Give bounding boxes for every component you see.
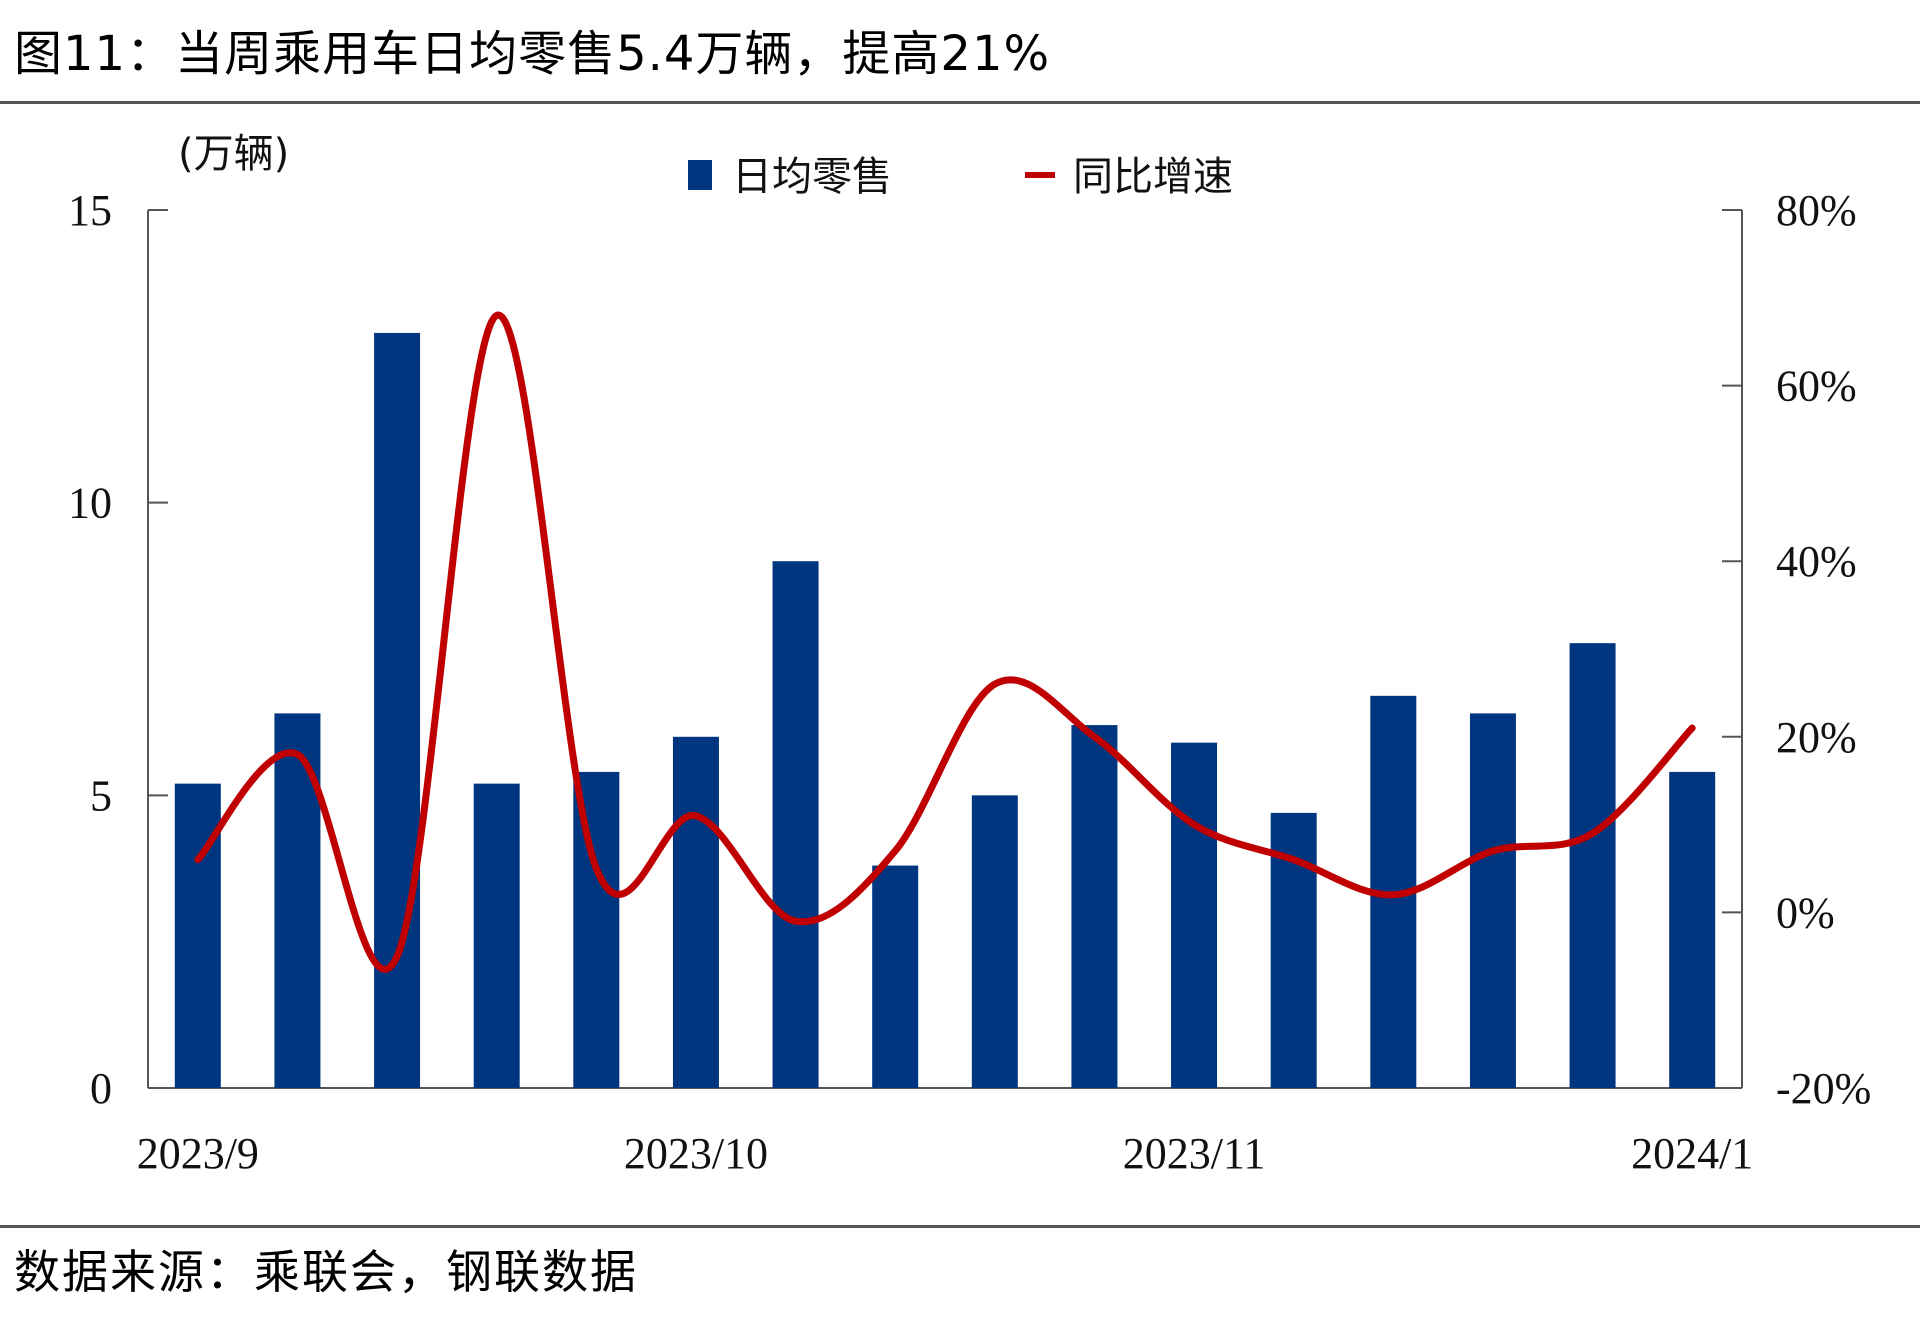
x-tick-label: 2023/9: [137, 1129, 259, 1178]
right-tick-label: 60%: [1776, 362, 1857, 411]
left-tick-label: 0: [90, 1064, 112, 1113]
bar-daily-retail: [772, 561, 819, 1088]
bar-daily-retail: [971, 795, 1018, 1088]
bar-series-daily-retail: [174, 332, 1716, 1088]
legend-label-line: 同比增速: [1073, 154, 1233, 200]
combo-chart: 0 5 10 15 -20% 0% 20% 40% 60% 80% 2023/9 2023/10 202…: [68, 131, 1871, 1178]
title-divider: [0, 101, 1920, 104]
x-tick-label: 2024/1: [1631, 1129, 1753, 1178]
left-tick-label: 10: [68, 479, 112, 528]
bar-daily-retail: [1569, 643, 1616, 1088]
left-axis-unit: (万辆): [178, 131, 289, 177]
legend-label-bar: 日均零售: [732, 154, 892, 200]
legend-swatch-bar: [688, 160, 712, 190]
right-tick-label: 0%: [1776, 888, 1835, 937]
legend: 日均零售 同比增速: [688, 154, 1233, 200]
figure-title: 图11：当周乘用车日均零售5.4万辆，提高21%: [14, 26, 1051, 82]
bar-daily-retail: [1469, 713, 1516, 1088]
x-tick-label: 2023/10: [624, 1129, 768, 1178]
source-divider: [0, 1225, 1920, 1228]
tick-labels: 0 5 10 15 -20% 0% 20% 40% 60% 80% 2023/9 2023/10 202…: [68, 186, 1871, 1178]
bar-daily-retail: [573, 771, 620, 1088]
right-tick-label: 40%: [1776, 537, 1857, 586]
right-tick-label: -20%: [1776, 1064, 1871, 1113]
line-series-yoy-growth: [194, 311, 1696, 973]
bar-daily-retail: [1071, 725, 1118, 1088]
line-yoy-growth: [194, 311, 1696, 973]
bar-daily-retail: [274, 713, 321, 1088]
x-tick-label: 2023/11: [1123, 1129, 1266, 1178]
bar-daily-retail: [473, 783, 520, 1088]
bar-daily-retail: [1171, 742, 1218, 1088]
right-tick-label: 80%: [1776, 186, 1857, 235]
bar-daily-retail: [174, 783, 221, 1088]
figure-source: 数据来源：乘联会，钢联数据: [14, 1245, 638, 1299]
bar-daily-retail: [872, 865, 919, 1088]
left-tick-label: 15: [68, 186, 112, 235]
bar-daily-retail: [1669, 771, 1716, 1088]
right-tick-label: 20%: [1776, 713, 1857, 762]
left-tick-label: 5: [90, 771, 112, 820]
bar-daily-retail: [374, 332, 421, 1088]
bar-daily-retail: [672, 736, 719, 1088]
